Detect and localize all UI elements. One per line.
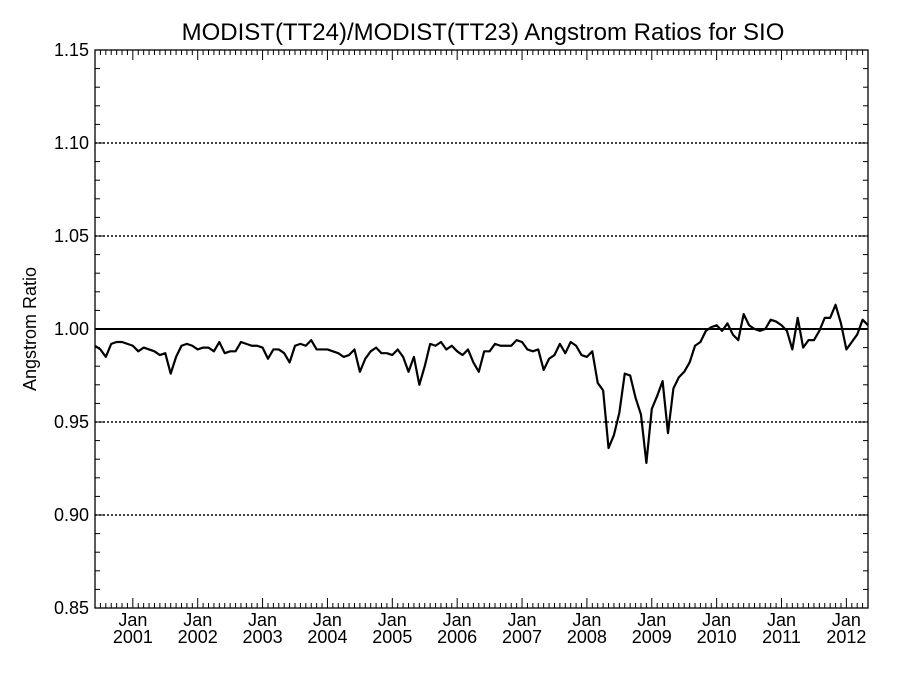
y-tick-label: 0.95 [54, 412, 89, 432]
gridlines [95, 142, 868, 516]
x-tick-year-label: 2009 [632, 627, 672, 647]
x-tick-year-label: 2012 [826, 627, 866, 647]
y-axis-label: Angstrom Ratio [20, 267, 40, 391]
y-tick-label: 0.90 [54, 505, 89, 525]
x-tick-month-label: Jan [767, 610, 796, 630]
y-tick-label: 1.05 [54, 226, 89, 246]
x-tick-month-label: Jan [183, 610, 212, 630]
x-tick-year-label: 2006 [437, 627, 477, 647]
x-tick-year-label: 2003 [243, 627, 283, 647]
chart-title: MODIST(TT24)/MODIST(TT23) Angstrom Ratio… [182, 19, 785, 46]
x-tick-year-label: 2010 [697, 627, 737, 647]
series-group [94, 303, 869, 465]
x-tick-month-label: Jan [572, 610, 601, 630]
y-tick-labels: 0.85 0.90 0.95 1.00 1.05 1.10 1.15 [54, 40, 89, 618]
y-tick-label: 1.15 [54, 40, 89, 60]
x-tick-year-label: 2011 [762, 627, 801, 647]
x-tick-year-label: 2005 [372, 627, 412, 647]
series-line [94, 303, 869, 465]
x-tick-month-label: Jan [248, 610, 277, 630]
x-tick-month-label: Jan [702, 610, 731, 630]
x-tick-year-label: 2007 [502, 627, 542, 647]
x-tick-year-label: 2002 [178, 627, 218, 647]
x-tick-month-label: Jan [637, 610, 666, 630]
x-tick-year-label: 2004 [307, 627, 347, 647]
x-tick-month-label: Jan [508, 610, 537, 630]
x-tick-labels: Jan2001Jan2002Jan2003Jan2004Jan2005Jan20… [113, 610, 867, 647]
x-tick-month-label: Jan [378, 610, 407, 630]
x-tick-year-label: 2008 [567, 627, 607, 647]
x-tick-year-label: 2001 [113, 627, 153, 647]
y-tick-label: 1.10 [54, 133, 89, 153]
x-tick-month-label: Jan [832, 610, 861, 630]
x-tick-month-label: Jan [118, 610, 147, 630]
axis-ticks [94, 49, 869, 609]
x-tick-month-label: Jan [443, 610, 472, 630]
y-tick-label: 1.00 [54, 319, 89, 339]
x-tick-month-label: Jan [313, 610, 342, 630]
y-tick-label: 0.85 [54, 598, 89, 618]
